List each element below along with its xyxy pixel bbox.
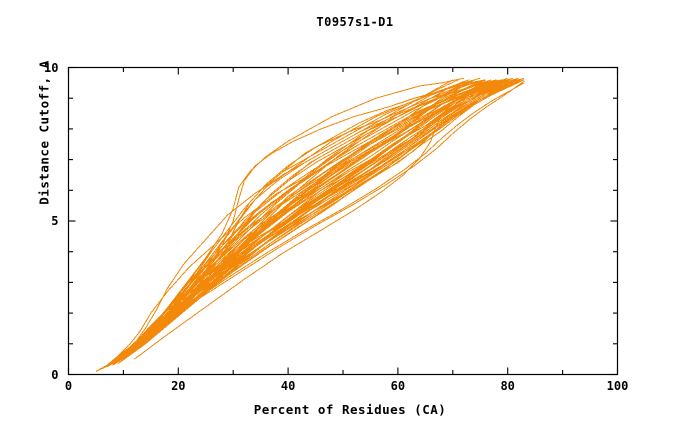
data-series-line [95,82,525,372]
data-series-line [134,79,525,360]
y-tick-label: 0 [51,367,59,382]
axis-ticks [67,66,619,376]
data-series-line [117,77,519,365]
x-tick-label: 100 [606,379,629,393]
x-axis-label: Percent of Residues (CA) [253,402,447,417]
x-tick-label: 20 [171,379,186,393]
data-series-line [112,79,519,366]
data-series-group [95,77,525,372]
x-tick-label: 60 [390,379,406,393]
data-series-line [98,79,519,371]
data-series-line [117,77,519,365]
data-series-line [117,79,514,365]
data-series-line [106,77,514,368]
data-series-line [112,77,519,366]
x-tick-label: 0 [64,379,73,393]
page-title: T0957s1-D1 [316,15,394,29]
y-tick-label: 5 [51,214,59,228]
data-series-line [101,80,525,369]
data-series-line [106,79,525,368]
data-series-line [117,79,514,365]
x-tick-label: 40 [280,379,296,393]
x-tick-label: 80 [500,379,515,393]
y-tick-label: 10 [44,60,59,75]
